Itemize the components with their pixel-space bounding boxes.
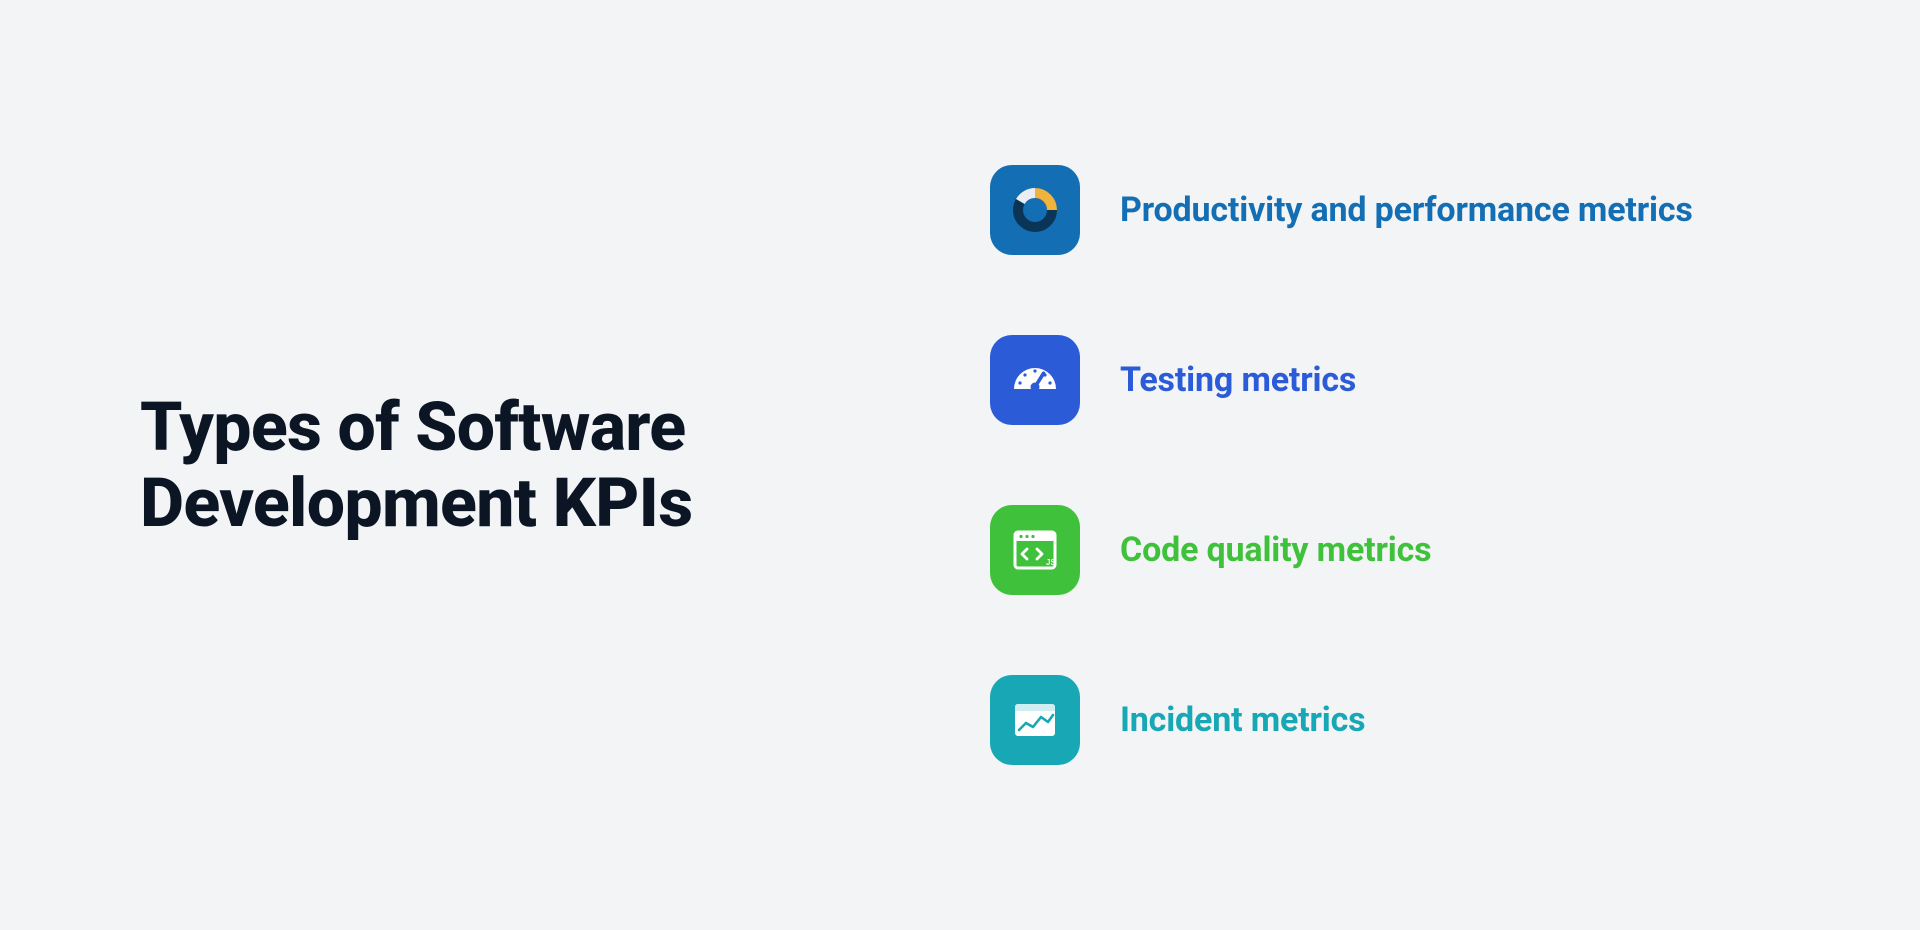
code-window-icon: JS [990, 505, 1080, 595]
donut-chart-icon [990, 165, 1080, 255]
kpi-item-productivity: Productivity and performance metrics [990, 165, 1780, 255]
kpi-list: Productivity and performance metrics Tes… [960, 165, 1780, 765]
infographic-canvas: Types of Software Development KPIs Produ… [0, 0, 1920, 930]
kpi-item-code-quality: JS Code quality metrics [990, 505, 1780, 595]
kpi-item-incident: Incident metrics [990, 675, 1780, 765]
kpi-label: Code quality metrics [1120, 530, 1431, 570]
kpi-label: Productivity and performance metrics [1120, 190, 1693, 230]
title-section: Types of Software Development KPIs [140, 389, 960, 541]
svg-text:JS: JS [1046, 558, 1056, 567]
gauge-icon [990, 335, 1080, 425]
kpi-label: Testing metrics [1120, 360, 1356, 400]
page-title: Types of Software Development KPIs [140, 389, 960, 541]
kpi-label: Incident metrics [1120, 700, 1365, 740]
kpi-item-testing: Testing metrics [990, 335, 1780, 425]
line-chart-window-icon [990, 675, 1080, 765]
